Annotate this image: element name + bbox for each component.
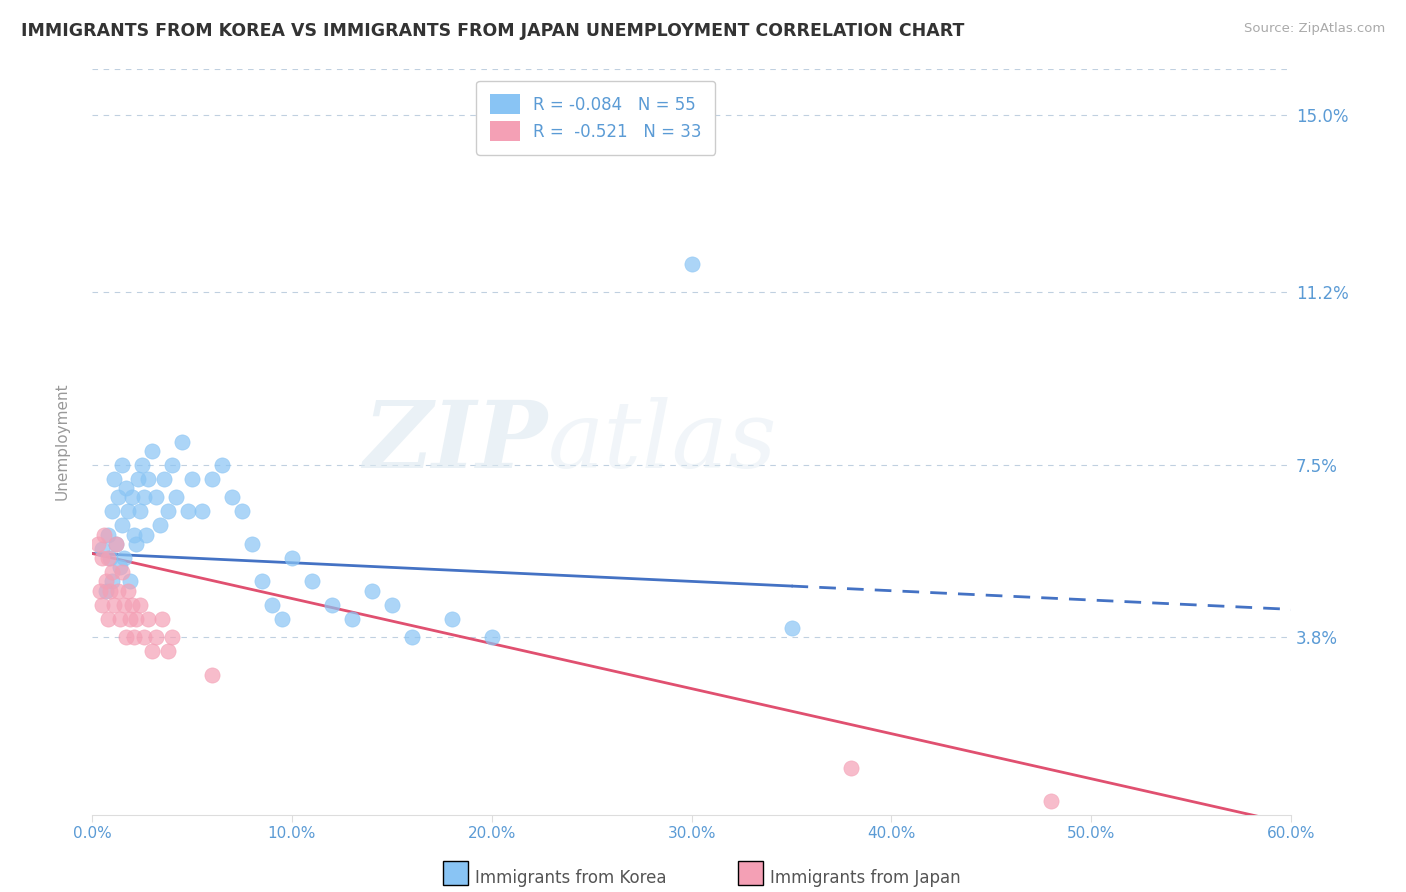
Point	[125, 537, 148, 551]
Point	[90, 541, 112, 556]
Point	[121, 598, 143, 612]
Point	[97, 612, 120, 626]
Point	[107, 491, 129, 505]
Point	[135, 528, 157, 542]
Point	[107, 583, 129, 598]
Point	[108, 612, 131, 626]
Point	[112, 598, 135, 612]
Point	[94, 574, 117, 589]
Point	[191, 504, 214, 518]
Text: atlas: atlas	[548, 397, 778, 486]
Point	[156, 504, 179, 518]
Legend: R = -0.084   N = 55, R =  -0.521   N = 33: R = -0.084 N = 55, R = -0.521 N = 33	[477, 80, 714, 154]
Point	[180, 472, 202, 486]
Point	[101, 574, 124, 589]
Point	[125, 612, 148, 626]
Point	[156, 644, 179, 658]
Point	[111, 565, 134, 579]
Point	[481, 631, 503, 645]
Point	[301, 574, 323, 589]
Text: Source: ZipAtlas.com: Source: ZipAtlas.com	[1244, 22, 1385, 36]
Point	[103, 598, 125, 612]
Point	[115, 481, 138, 495]
Point	[381, 598, 404, 612]
Point	[101, 565, 124, 579]
Point	[440, 612, 463, 626]
Point	[145, 631, 167, 645]
Point	[165, 491, 187, 505]
Point	[281, 551, 304, 566]
Text: Unemployment: Unemployment	[55, 383, 69, 500]
Point	[132, 491, 155, 505]
Point	[240, 537, 263, 551]
Text: ZIP: ZIP	[363, 397, 548, 486]
Point	[160, 458, 183, 472]
Point	[260, 598, 283, 612]
Point	[87, 537, 110, 551]
Point	[681, 257, 703, 271]
Point	[118, 612, 141, 626]
Point	[150, 612, 173, 626]
Point	[90, 551, 112, 566]
Point	[97, 551, 120, 566]
Point	[149, 518, 172, 533]
Point	[132, 631, 155, 645]
Text: Immigrants from Korea: Immigrants from Korea	[475, 869, 666, 887]
Point	[340, 612, 363, 626]
Point	[117, 504, 139, 518]
Point	[841, 761, 863, 775]
Point	[98, 583, 121, 598]
Point	[153, 472, 176, 486]
Point	[231, 504, 253, 518]
Point	[177, 504, 200, 518]
Point	[93, 528, 115, 542]
Point	[111, 458, 134, 472]
Point	[104, 537, 127, 551]
Point	[112, 551, 135, 566]
Point	[1040, 793, 1063, 807]
Point	[108, 560, 131, 574]
Point	[128, 504, 150, 518]
Point	[122, 631, 145, 645]
Point	[141, 443, 163, 458]
Point	[122, 528, 145, 542]
Text: Immigrants from Japan: Immigrants from Japan	[770, 869, 962, 887]
Point	[170, 434, 193, 449]
Point	[127, 472, 149, 486]
Point	[160, 631, 183, 645]
Point	[97, 528, 120, 542]
Point	[104, 537, 127, 551]
Point	[136, 612, 159, 626]
Point	[221, 491, 243, 505]
Point	[98, 551, 121, 566]
Point	[89, 583, 111, 598]
Point	[118, 574, 141, 589]
Point	[321, 598, 343, 612]
Point	[211, 458, 233, 472]
Point	[780, 621, 803, 635]
Point	[131, 458, 153, 472]
Point	[401, 631, 423, 645]
Text: IMMIGRANTS FROM KOREA VS IMMIGRANTS FROM JAPAN UNEMPLOYMENT CORRELATION CHART: IMMIGRANTS FROM KOREA VS IMMIGRANTS FROM…	[21, 22, 965, 40]
Point	[103, 472, 125, 486]
Point	[128, 598, 150, 612]
Point	[201, 472, 224, 486]
Point	[121, 491, 143, 505]
Point	[111, 518, 134, 533]
Point	[360, 583, 382, 598]
Point	[94, 583, 117, 598]
Point	[117, 583, 139, 598]
Point	[145, 491, 167, 505]
Point	[270, 612, 292, 626]
Point	[201, 667, 224, 681]
Point	[90, 598, 112, 612]
Point	[141, 644, 163, 658]
Point	[101, 504, 124, 518]
Point	[115, 631, 138, 645]
Point	[250, 574, 273, 589]
Point	[136, 472, 159, 486]
